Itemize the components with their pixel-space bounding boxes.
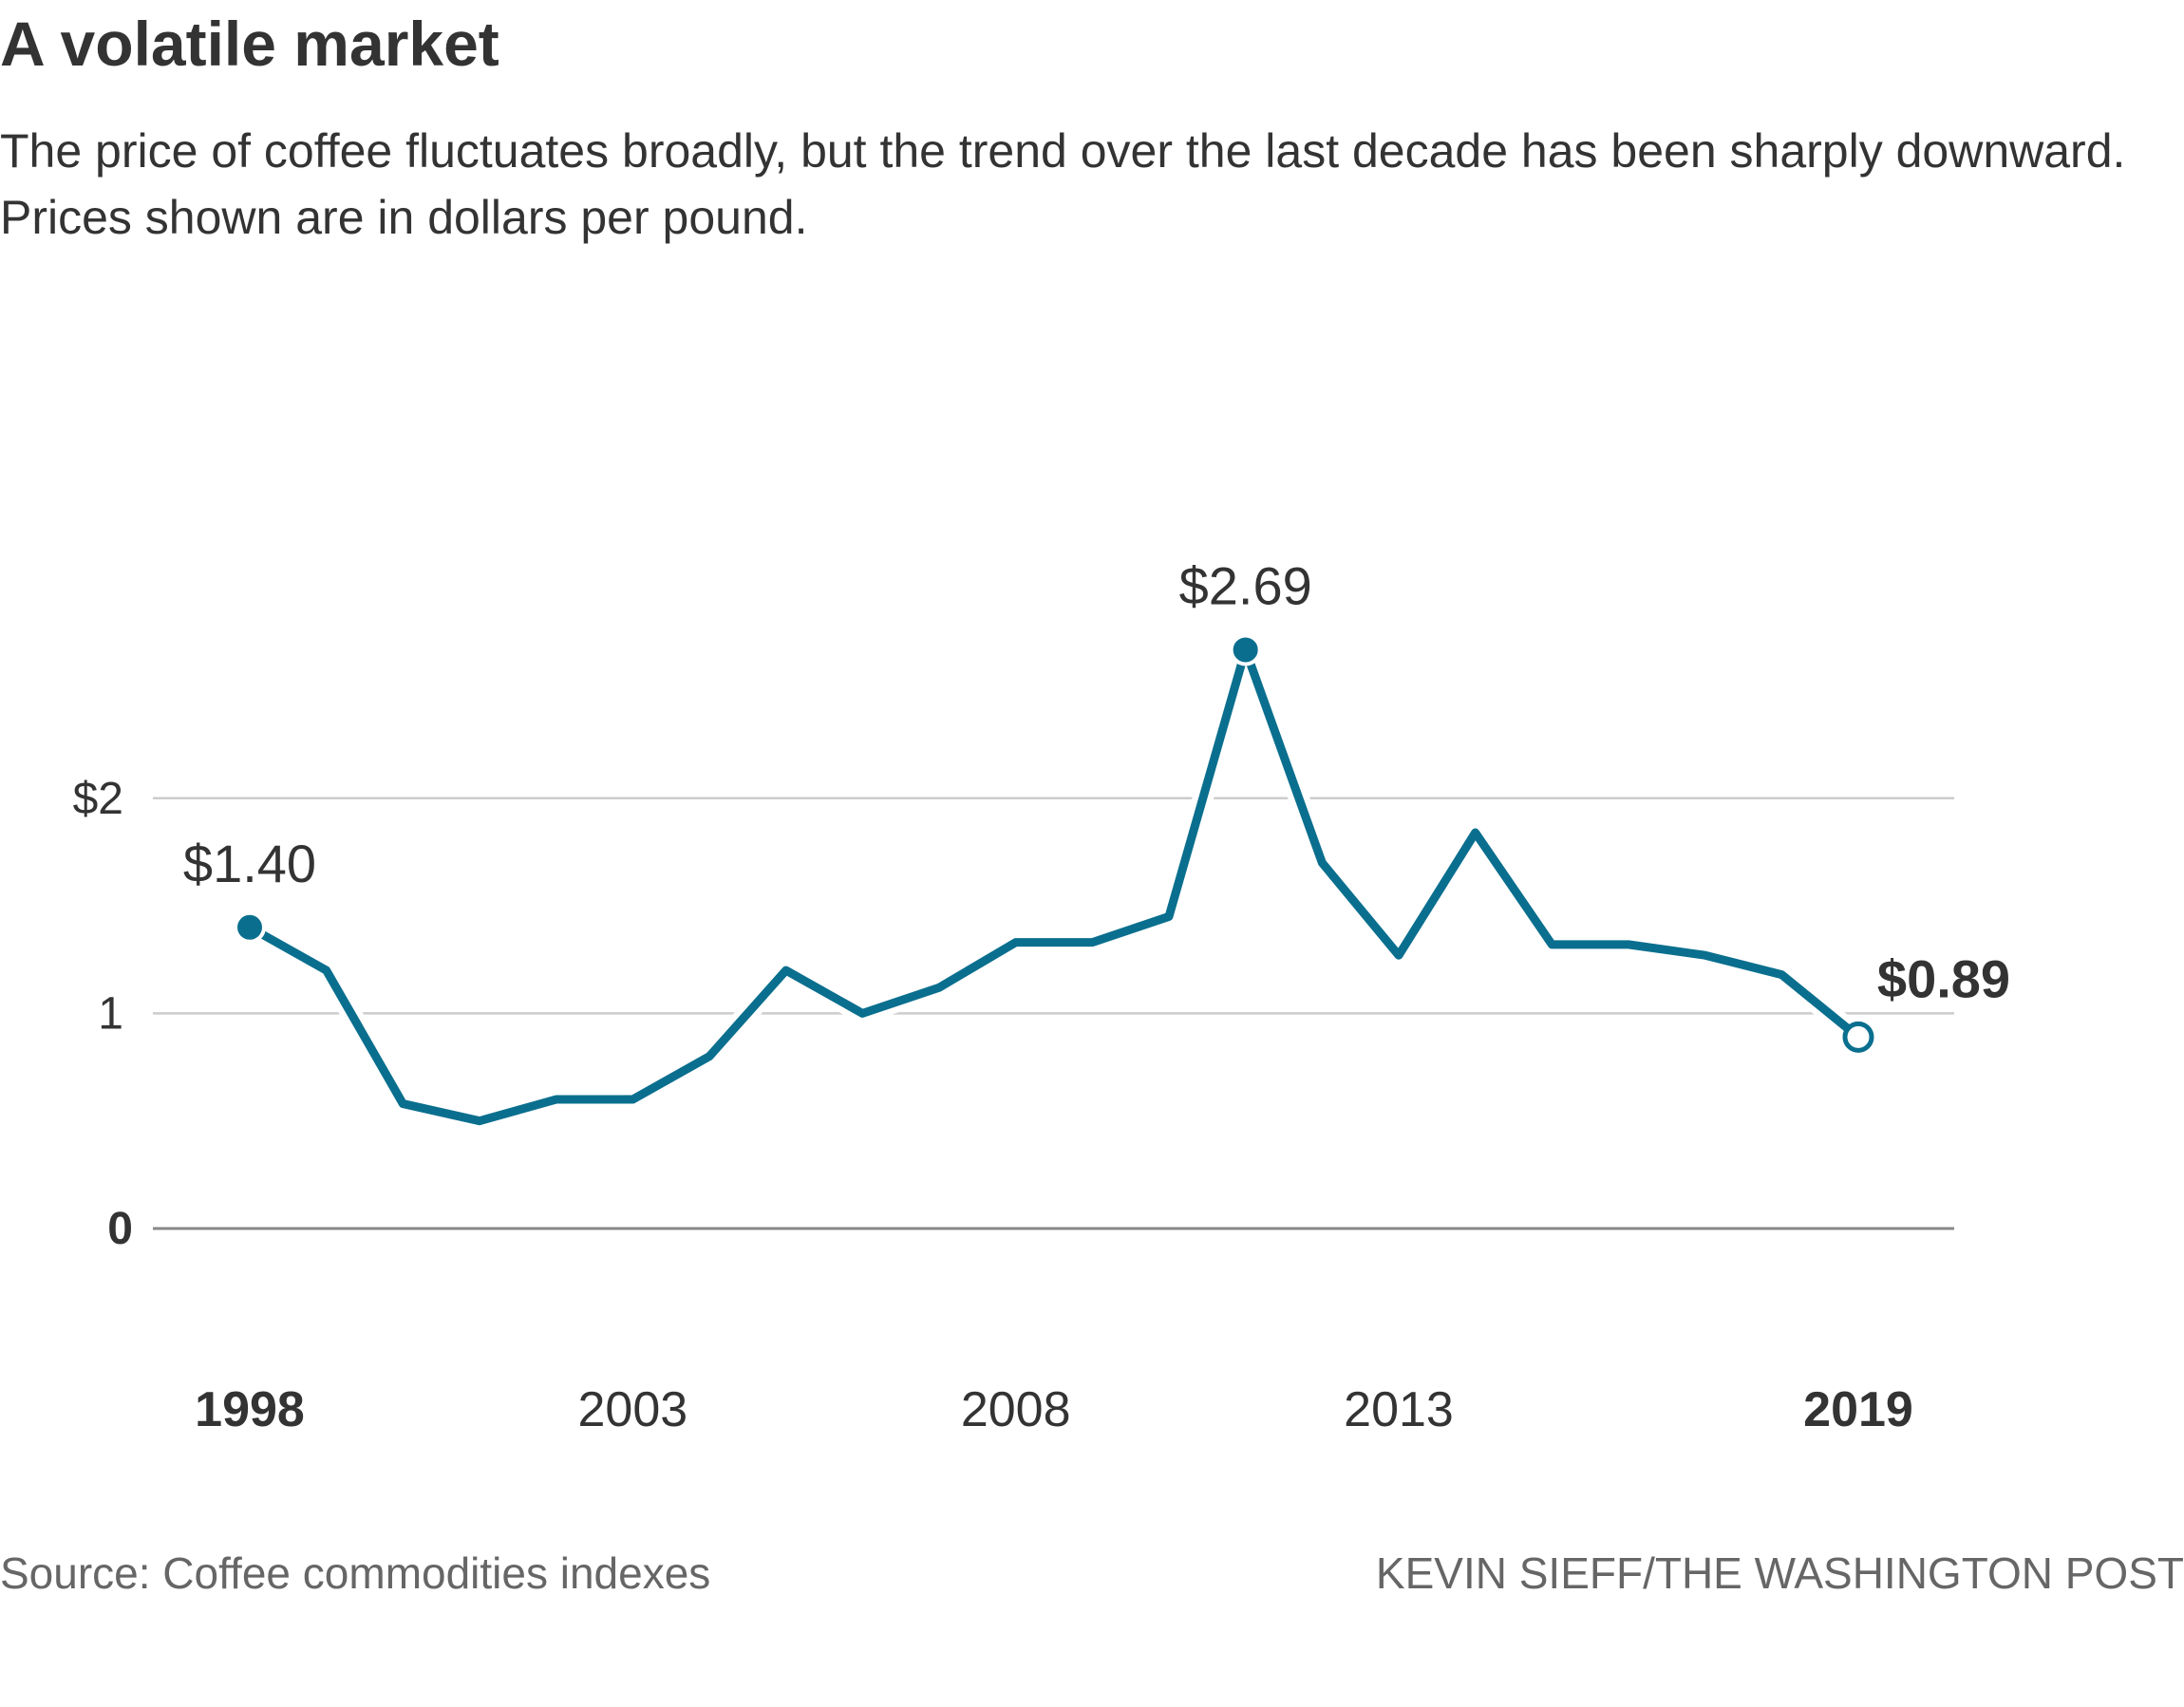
x-tick-label: 1998 bbox=[195, 1382, 305, 1437]
data-label: $2.69 bbox=[1179, 555, 1312, 615]
y-tick-label: $2 bbox=[73, 774, 123, 824]
x-tick-label: 2008 bbox=[961, 1382, 1071, 1437]
y-tick-label: 0 bbox=[107, 1204, 133, 1254]
line-halo bbox=[244, 639, 1865, 1132]
price-line bbox=[247, 645, 1861, 1126]
y-tick-label: 1 bbox=[98, 988, 123, 1039]
chart-subtitle: The price of coffee fluctuates broadly, … bbox=[0, 124, 2126, 244]
data-point-marker bbox=[234, 910, 266, 944]
x-tick-label: 2003 bbox=[577, 1382, 687, 1437]
data-point-marker bbox=[1229, 633, 1262, 666]
x-tick-label: 2013 bbox=[1344, 1382, 1454, 1437]
data-label: $0.89 bbox=[1877, 948, 2010, 1008]
x-tick-label: 2019 bbox=[1803, 1382, 1913, 1437]
source-note: Source: Coffee commodities indexes bbox=[0, 1548, 711, 1598]
data-point-marker bbox=[1842, 1021, 1874, 1053]
credit-line: KEVIN SIEFF/THE WASHINGTON POST bbox=[1375, 1548, 2184, 1598]
data-label: $1.40 bbox=[183, 834, 316, 893]
chart-title: A volatile market bbox=[0, 9, 499, 79]
